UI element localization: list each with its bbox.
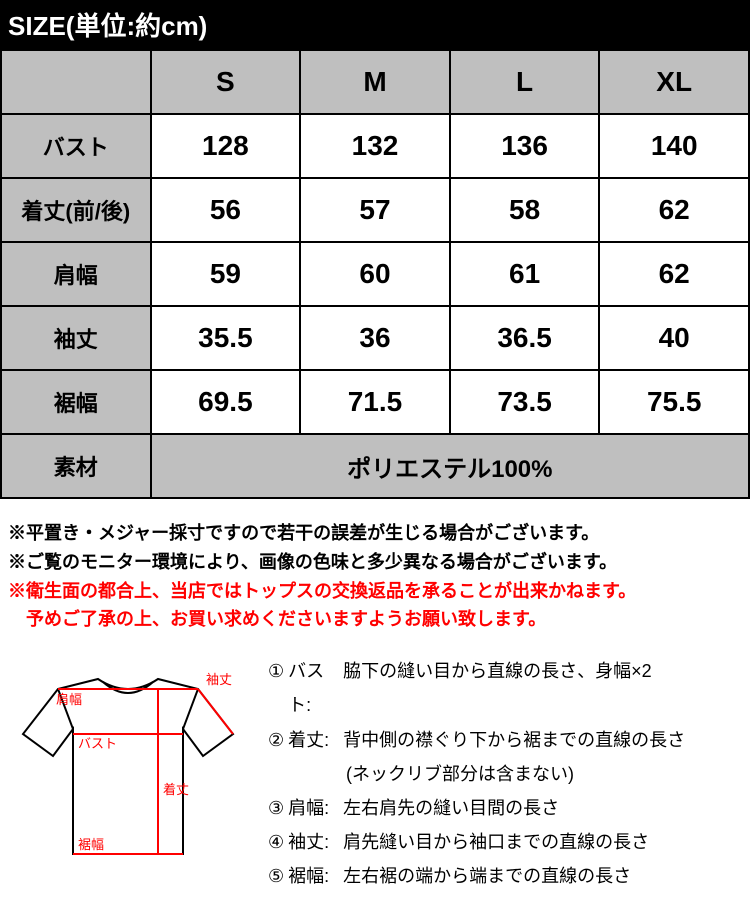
- cell-sleeve-xl: 40: [599, 306, 749, 370]
- cell-sleeve-l: 36.5: [450, 306, 600, 370]
- definitions: ① バスト: 脇下の縫い目から直線の長さ、身幅×2 ② 着丈: 背中側の襟ぐり下…: [268, 654, 742, 893]
- row-hem-label: 裾幅: [1, 370, 151, 434]
- cell-hem-s: 69.5: [151, 370, 301, 434]
- label-shoulder: 肩幅: [56, 692, 82, 707]
- col-m: M: [300, 50, 450, 114]
- material-label: 素材: [1, 434, 151, 498]
- label-sleeve: 袖丈: [206, 672, 232, 687]
- def-num: ⑤: [268, 859, 284, 893]
- cell-shoulder-s: 59: [151, 242, 301, 306]
- notes-section: ※平置き・メジャー採寸ですので若干の誤差が生じる場合がございます。 ※ご覧のモニ…: [0, 499, 750, 644]
- label-hem: 裾幅: [78, 837, 104, 852]
- row-length-label: 着丈(前/後): [1, 178, 151, 242]
- shirt-outline: [23, 679, 233, 854]
- def-label: 裾幅:: [288, 859, 343, 893]
- header-row: S M L XL: [1, 50, 749, 114]
- note-2: ※ご覧のモニター環境により、画像の色味と多少異なる場合がございます。: [8, 548, 742, 577]
- cell-hem-xl: 75.5: [599, 370, 749, 434]
- definition-length: ② 着丈: 背中側の襟ぐり下から裾までの直線の長さ: [268, 723, 742, 757]
- row-sleeve-label: 袖丈: [1, 306, 151, 370]
- cell-bust-s: 128: [151, 114, 301, 178]
- label-bust: バスト: [78, 736, 117, 751]
- def-num: ③: [268, 791, 284, 825]
- def-text: 左右裾の端から端までの直線の長さ: [343, 859, 742, 893]
- material-row: 素材 ポリエステル100%: [1, 434, 749, 498]
- material-value: ポリエステル100%: [151, 434, 749, 498]
- col-xl: XL: [599, 50, 749, 114]
- cell-bust-m: 132: [300, 114, 450, 178]
- cell-shoulder-xl: 62: [599, 242, 749, 306]
- cell-sleeve-s: 35.5: [151, 306, 301, 370]
- cell-length-l: 58: [450, 178, 600, 242]
- table-row: 裾幅 69.5 71.5 73.5 75.5: [1, 370, 749, 434]
- cell-length-m: 57: [300, 178, 450, 242]
- note-3: ※衛生面の都合上、当店ではトップスの交換返品を承ることが出来かねます。: [8, 577, 742, 606]
- cell-length-xl: 62: [599, 178, 749, 242]
- corner-cell: [1, 50, 151, 114]
- definition-sleeve: ④ 袖丈: 肩先縫い目から袖口までの直線の長さ: [268, 825, 742, 859]
- def-text: 脇下の縫い目から直線の長さ、身幅×2: [343, 654, 742, 722]
- table-row: 肩幅 59 60 61 62: [1, 242, 749, 306]
- cell-hem-m: 71.5: [300, 370, 450, 434]
- cell-length-s: 56: [151, 178, 301, 242]
- row-bust-label: バスト: [1, 114, 151, 178]
- size-table: S M L XL バスト 128 132 136 140 着丈(前/後) 56 …: [0, 49, 750, 499]
- cell-sleeve-m: 36: [300, 306, 450, 370]
- bottom-section: 肩幅 袖丈 バスト 着丈 裾幅 ① バスト: 脇下の縫い目から直線の長さ、身幅×…: [0, 644, 750, 913]
- table-row: 着丈(前/後) 56 57 58 62: [1, 178, 749, 242]
- col-s: S: [151, 50, 301, 114]
- def-text: 肩先縫い目から袖口までの直線の長さ: [343, 825, 742, 859]
- def-num: ④: [268, 825, 284, 859]
- def-text: 背中側の襟ぐり下から裾までの直線の長さ: [343, 723, 742, 757]
- def-label: 着丈:: [288, 723, 343, 757]
- cell-bust-xl: 140: [599, 114, 749, 178]
- cell-bust-l: 136: [450, 114, 600, 178]
- table-row: 袖丈 35.5 36 36.5 40: [1, 306, 749, 370]
- definition-bust: ① バスト: 脇下の縫い目から直線の長さ、身幅×2: [268, 654, 742, 722]
- label-length: 着丈: [163, 782, 189, 797]
- cell-shoulder-m: 60: [300, 242, 450, 306]
- definition-shoulder: ③ 肩幅: 左右肩先の縫い目間の長さ: [268, 791, 742, 825]
- cell-hem-l: 73.5: [450, 370, 600, 434]
- definition-hem: ⑤ 裾幅: 左右裾の端から端までの直線の長さ: [268, 859, 742, 893]
- def-label: バスト:: [288, 654, 343, 722]
- col-l: L: [450, 50, 600, 114]
- def-text: 左右肩先の縫い目間の長さ: [343, 791, 742, 825]
- def-num: ①: [268, 654, 284, 722]
- row-shoulder-label: 肩幅: [1, 242, 151, 306]
- definition-length-sub: (ネックリブ部分は含まない): [268, 757, 742, 791]
- note-4: 予めご了承の上、お買い求めくださいますようお願い致します。: [8, 605, 742, 634]
- def-label: 肩幅:: [288, 791, 343, 825]
- tshirt-diagram: 肩幅 袖丈 バスト 着丈 裾幅: [8, 654, 248, 893]
- cell-shoulder-l: 61: [450, 242, 600, 306]
- table-row: バスト 128 132 136 140: [1, 114, 749, 178]
- size-title: SIZE(単位:約cm): [0, 0, 750, 49]
- def-label: 袖丈:: [288, 825, 343, 859]
- note-1: ※平置き・メジャー採寸ですので若干の誤差が生じる場合がございます。: [8, 519, 742, 548]
- def-num: ②: [268, 723, 284, 757]
